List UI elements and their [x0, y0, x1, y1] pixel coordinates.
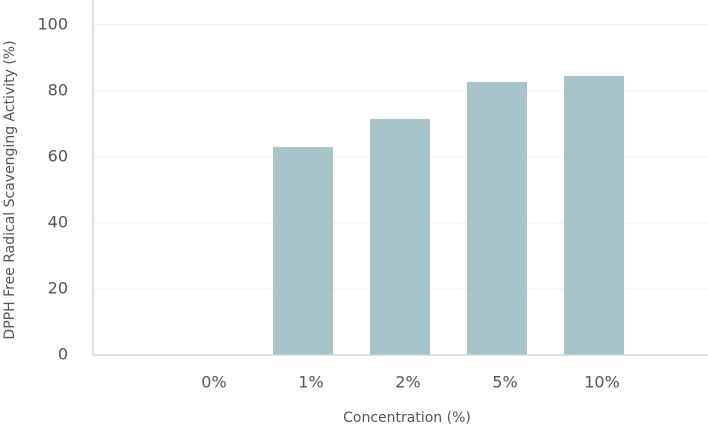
bar — [564, 75, 624, 355]
y-tick-label: 60 — [48, 146, 68, 165]
y-tick-label: 40 — [48, 212, 68, 231]
y-tick-label: 80 — [48, 80, 68, 99]
x-tick-label: 10% — [584, 373, 620, 392]
x-tick-label: 5% — [492, 373, 517, 392]
x-tick-label: 0% — [201, 373, 226, 392]
y-axis-label: DPPH Free Radical Scavenging Activity (%… — [2, 40, 18, 339]
x-axis-label: Concentration (%) — [343, 410, 471, 426]
x-tick-label: 2% — [395, 373, 420, 392]
bar — [370, 118, 430, 355]
bar — [273, 146, 333, 355]
y-tick-label: 0 — [58, 345, 68, 364]
bar — [467, 81, 527, 355]
y-tick-label: 20 — [48, 278, 68, 297]
x-tick-label: 1% — [298, 373, 323, 392]
y-tick-label: 100 — [37, 14, 68, 33]
